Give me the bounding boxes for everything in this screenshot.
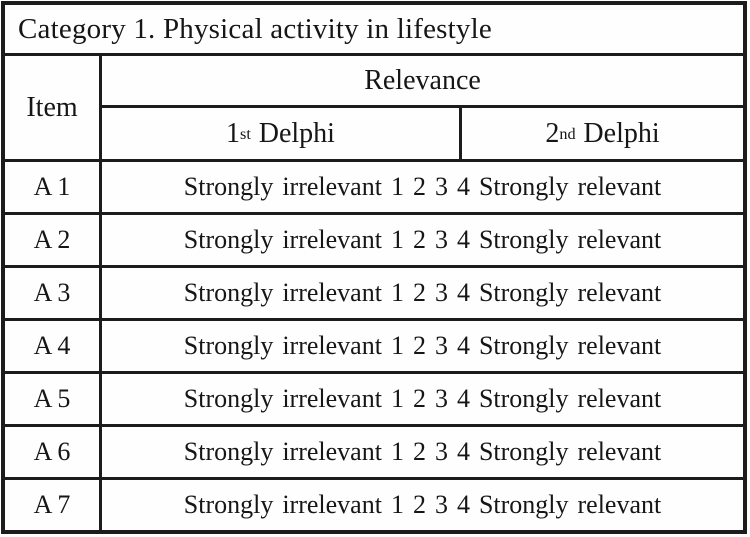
header-cell-item: Item (5, 56, 102, 159)
table-row: A 3 Strongly irrelevant 1 2 3 4 Strongly… (5, 268, 743, 321)
item-id-cell: A 1 (5, 162, 102, 212)
rating-scale-cell: Strongly irrelevant 1 2 3 4 Strongly rel… (183, 172, 662, 201)
table-row: A 5 Strongly irrelevant 1 2 3 4 Strongly… (5, 374, 743, 427)
table-category-title: Category 1. Physical activity in lifesty… (5, 5, 743, 56)
item-id-cell: A 5 (5, 374, 102, 424)
table-row: A 7 Strongly irrelevant 1 2 3 4 Strongly… (5, 480, 743, 530)
table-body: A 1 Strongly irrelevant 1 2 3 4 Strongly… (5, 162, 743, 530)
second-delphi-ordinal: 2 (545, 117, 560, 149)
item-id-cell: A 3 (5, 268, 102, 318)
item-id-cell: A 2 (5, 215, 102, 265)
table-row: A 2 Strongly irrelevant 1 2 3 4 Strongly… (5, 215, 743, 268)
table-row: A 6 Strongly irrelevant 1 2 3 4 Strongly… (5, 427, 743, 480)
item-id-cell: A 7 (5, 480, 102, 530)
rating-scale-cell: Strongly irrelevant 1 2 3 4 Strongly rel… (183, 384, 662, 413)
header-cell-relevance: Relevance (102, 56, 743, 108)
item-id-cell: A 6 (5, 427, 102, 477)
second-delphi-label: Delphi (583, 117, 660, 149)
table-row: A 1 Strongly irrelevant 1 2 3 4 Strongly… (5, 162, 743, 215)
first-delphi-label: Delphi (258, 117, 335, 149)
item-id-cell: A 4 (5, 321, 102, 371)
rating-scale-cell: Strongly irrelevant 1 2 3 4 Strongly rel… (183, 331, 662, 360)
rating-scale-cell: Strongly irrelevant 1 2 3 4 Strongly rel… (183, 278, 662, 307)
rating-scale-cell: Strongly irrelevant 1 2 3 4 Strongly rel… (183, 437, 662, 466)
first-delphi-ordinal: 1 (226, 117, 241, 149)
rating-scale-cell: Strongly irrelevant 1 2 3 4 Strongly rel… (183, 225, 662, 254)
table-row: A 4 Strongly irrelevant 1 2 3 4 Strongly… (5, 321, 743, 374)
rating-scale-cell: Strongly irrelevant 1 2 3 4 Strongly rel… (183, 490, 662, 519)
